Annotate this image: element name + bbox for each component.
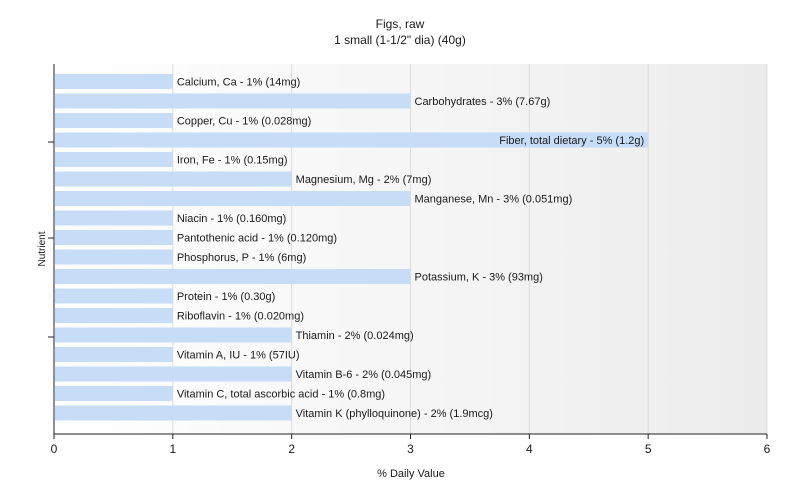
bar-label: Niacin - 1% (0.160mg) [177, 213, 286, 225]
bar-label: Vitamin C, total ascorbic acid - 1% (0.8… [177, 389, 385, 401]
bar [55, 152, 173, 167]
chart-subtitle: 1 small (1-1/2" dia) (40g) [334, 33, 466, 47]
bar-label: Vitamin A, IU - 1% (57IU) [177, 350, 300, 362]
y-axis-label: Nutrient [37, 231, 48, 266]
x-tick-label: 6 [764, 442, 771, 456]
x-ticks: 0 1 2 3 4 5 6 [51, 434, 771, 456]
bar [55, 74, 173, 89]
bar-label: Manganese, Mn - 3% (0.051mg) [415, 194, 573, 206]
bar [55, 386, 173, 401]
chart-title: Figs, raw [376, 17, 425, 31]
bar-label: Vitamin B-6 - 2% (0.045mg) [296, 369, 432, 381]
bar-label: Carbohydrates - 3% (7.67g) [415, 96, 551, 108]
bar [55, 93, 411, 109]
x-tick-label: 0 [51, 442, 58, 456]
bar-label: Vitamin K (phylloquinone) - 2% (1.9mcg) [296, 408, 493, 420]
bar [55, 308, 173, 323]
x-tick-label: 2 [288, 442, 295, 456]
x-axis-label: % Daily Value [377, 468, 445, 480]
bar-label: Pantothenic acid - 1% (0.120mg) [177, 233, 337, 245]
bar-label: Thiamin - 2% (0.024mg) [296, 330, 414, 342]
bar [55, 191, 411, 206]
bar-label: Potassium, K - 3% (93mg) [415, 272, 543, 284]
bar [55, 210, 173, 226]
bar-label: Copper, Cu - 1% (0.028mg) [177, 116, 312, 128]
bar [55, 171, 292, 187]
bar-label: Calcium, Ca - 1% (14mg) [177, 77, 300, 89]
bar [55, 113, 173, 128]
bar [55, 405, 292, 421]
bar-label: Protein - 1% (0.30g) [177, 291, 275, 303]
bar [55, 347, 173, 362]
bar-label: Phosphorus, P - 1% (6mg) [177, 252, 306, 264]
bar-label: Iron, Fe - 1% (0.15mg) [177, 155, 288, 167]
bar [55, 269, 411, 284]
bar-label: Magnesium, Mg - 2% (7mg) [296, 174, 432, 186]
x-tick-label: 1 [169, 442, 176, 456]
x-tick-label: 3 [407, 442, 414, 456]
bar [55, 288, 173, 304]
bar-label: Riboflavin - 1% (0.020mg) [177, 311, 304, 323]
bars [55, 74, 649, 421]
bar [55, 132, 649, 148]
bar [55, 230, 173, 245]
x-tick-label: 4 [526, 442, 533, 456]
bar [55, 327, 292, 343]
data-labels: Calcium, Ca - 1% (14mg) Carbohydrates - 3… [177, 77, 644, 421]
x-tick-label: 5 [645, 442, 652, 456]
bar [55, 366, 292, 382]
bar-label: Fiber, total dietary - 5% (1.2g) [499, 135, 644, 147]
bar [55, 249, 173, 265]
